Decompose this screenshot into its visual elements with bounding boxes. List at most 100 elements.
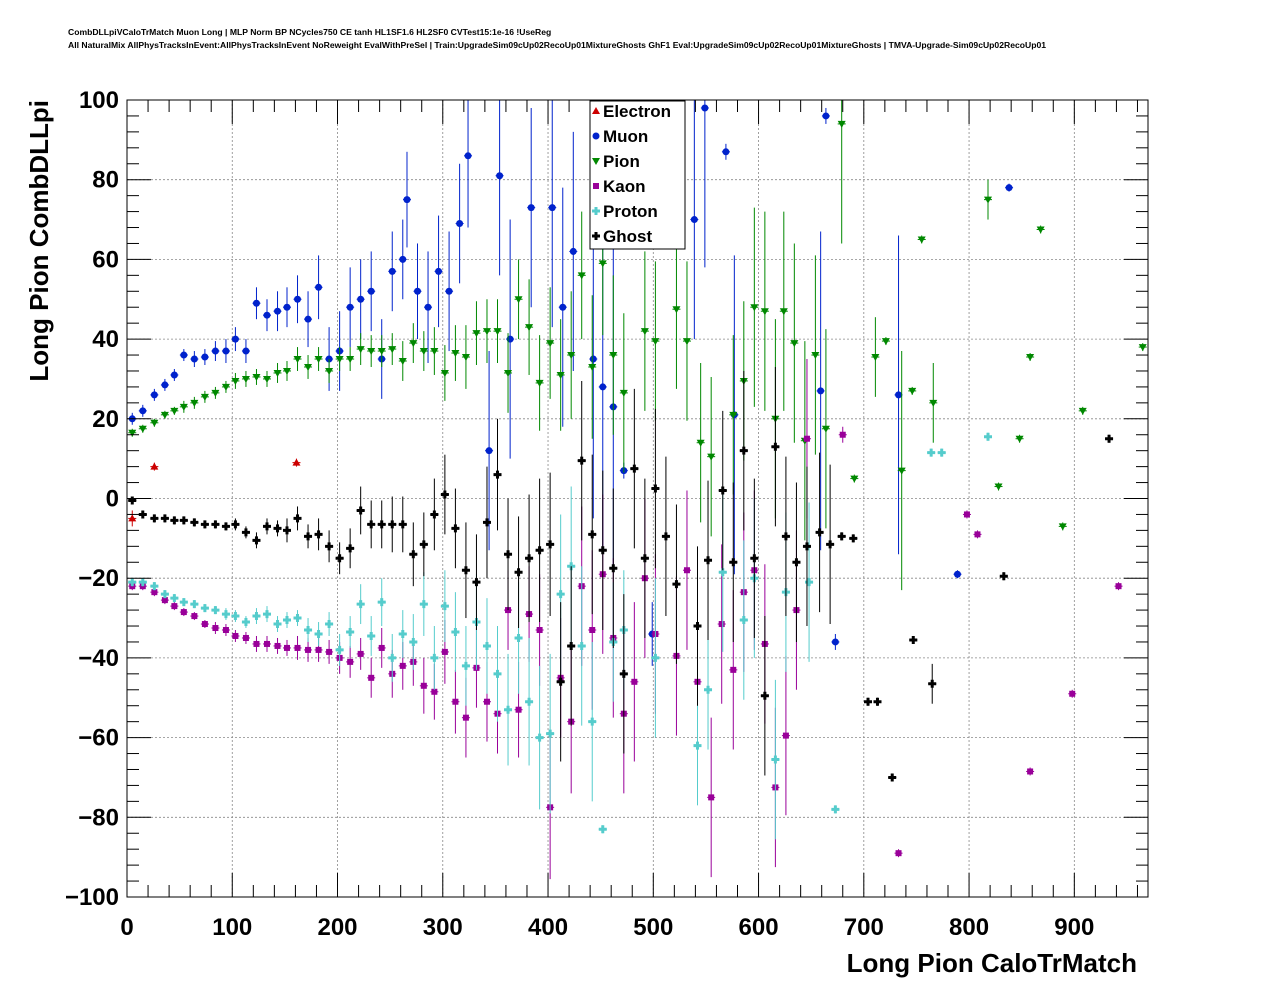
data-point [211,520,220,529]
data-point [1026,354,1035,362]
data-point [367,520,376,529]
data-point [897,467,906,475]
data-point [514,633,523,642]
data-point [527,204,535,212]
data-point [928,679,937,688]
data-point [191,613,198,620]
data-point [128,429,137,437]
data-point [589,627,596,634]
data-point [504,369,513,377]
data-point [895,850,902,857]
data-point [1058,523,1067,531]
data-point [293,356,302,364]
data-point [760,691,769,700]
data-point [451,350,460,358]
legend-label-pion: Pion [603,152,640,171]
data-point [190,518,199,527]
series-ghost [128,366,1114,782]
data-point [128,496,137,505]
data-point [619,669,628,678]
data-point [315,646,322,653]
data-point [170,407,179,415]
data-point [546,729,555,738]
legend: Electron Muon Pion Kaon Proton Ghost [589,100,686,250]
data-point [485,447,493,455]
data-point [305,646,312,653]
data-point [346,303,354,311]
data-point [672,306,681,314]
data-point [881,338,890,346]
data-point [831,805,840,814]
data-point [409,637,418,646]
data-point [409,550,418,559]
data-point [1015,435,1024,443]
data-point [826,540,835,549]
data-point [398,520,407,529]
data-point [588,530,597,539]
data-point [536,627,543,634]
data-point [180,351,188,359]
data-point [262,522,271,531]
data-point [559,303,567,311]
data-point [388,267,396,275]
data-point [252,299,260,307]
data-point [315,283,323,291]
data-point [128,514,137,522]
data-point [431,688,438,695]
y-tick-label: 80 [92,167,119,194]
data-point [864,697,873,706]
data-point [180,609,187,616]
series-muon [128,100,1014,666]
data-point [314,629,323,638]
legend-marker-proton [592,207,600,215]
data-point [221,522,230,531]
data-point [640,328,649,336]
data-point [464,152,472,160]
data-point [179,403,188,411]
data-point [161,597,168,604]
data-point [750,304,759,312]
data-point [569,247,577,255]
data-point [138,425,147,433]
legend-label-proton: Proton [603,202,658,221]
data-point [837,120,846,128]
data-point [151,589,158,596]
data-point [314,530,323,539]
data-point [388,346,397,354]
data-point [504,705,513,714]
grid-lines [127,100,1148,897]
x-tick-label: 0 [120,914,133,941]
data-point [718,621,725,628]
data-point [398,358,407,366]
data-point [171,603,178,610]
data-point [222,627,229,634]
data-point [357,650,364,657]
data-point [346,356,355,364]
data-point [704,556,713,565]
data-point [548,204,556,212]
x-tick-label: 600 [739,914,779,941]
y-tick-label: −40 [78,645,119,672]
legend-label-ghost: Ghost [603,227,652,246]
data-point [690,216,698,224]
data-point [850,475,859,483]
data-point [430,510,439,519]
data-point [722,148,730,156]
data-point [414,287,422,295]
x-tick-label: 900 [1054,914,1094,941]
y-tick-label: −60 [78,725,119,752]
data-point [514,296,523,304]
data-point [456,220,464,228]
data-point [792,558,801,567]
data-point [462,714,469,721]
data-point [963,511,970,518]
data-point [482,328,491,336]
data-point [1027,768,1034,775]
data-point [567,352,576,360]
data-point [160,411,169,419]
data-point [231,335,239,343]
data-point [817,387,825,395]
data-point [1078,407,1087,415]
data-point [707,453,716,461]
